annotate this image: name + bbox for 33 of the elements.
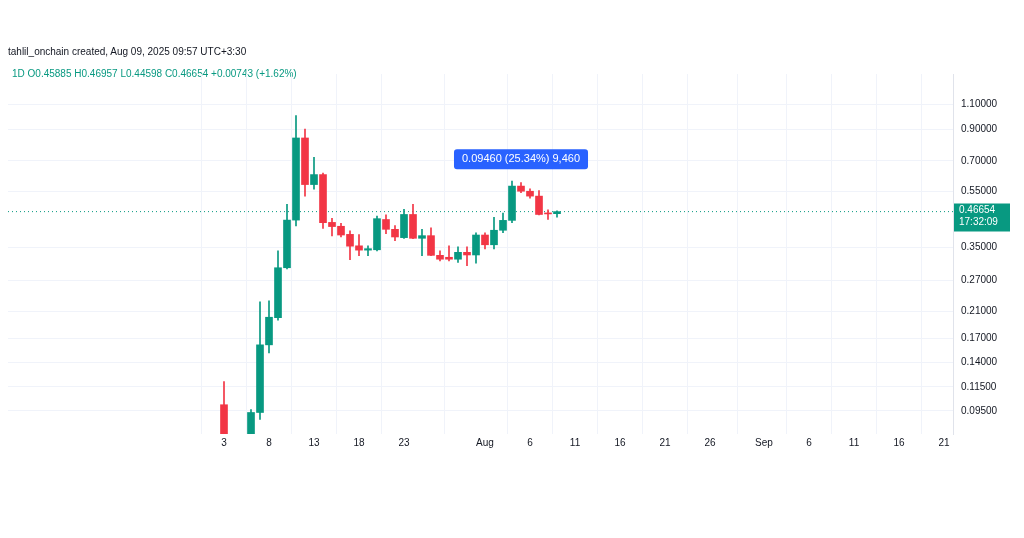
chart-subtitle: 1D O0.45885 H0.46957 L0.44598 C0.46654 +0.00743 (+1.62%) (12, 68, 297, 79)
ref-line-label: 0.46654 (959, 204, 996, 216)
x-tick-label: 6 (806, 436, 813, 448)
y-tick-label: 0.17000 (961, 331, 998, 343)
candlestick (418, 228, 426, 257)
text: 17:32:09 (959, 216, 999, 228)
y-tick-label: 0.11500 (961, 380, 997, 392)
x-tick-label: 8 (266, 436, 273, 448)
y-tick-label: 0.21000 (961, 305, 998, 317)
x-tick-label: 21 (659, 436, 671, 448)
y-tick-label: 0.09500 (961, 404, 998, 416)
x-tick-label: 3 (221, 436, 228, 448)
chart-title: tahlil_onchain created, Aug 09, 2025 09:57 UTC+3:30 (8, 46, 247, 57)
x-tick-label: 18 (353, 436, 365, 448)
y-tick-label: 1.10000 (961, 97, 998, 109)
x-tick-label: 13 (308, 436, 320, 448)
y-tick-label: 0.90000 (961, 123, 998, 135)
x-tick-label: 21 (938, 436, 950, 448)
x-tick-label: 16 (614, 436, 626, 448)
x-tick-label: 23 (398, 436, 410, 448)
x-tick-label: 16 (893, 436, 905, 448)
x-tick-label: 26 (704, 436, 716, 448)
y-tick-label: 0.27000 (961, 273, 998, 285)
x-tick-label: Sep (755, 436, 774, 448)
x-tick-label: 11 (848, 436, 860, 448)
x-tick-label: 11 (569, 436, 581, 448)
y-tick-label: 0.70000 (961, 154, 998, 166)
y-tick-label: 0.35000 (961, 241, 998, 253)
x-tick-label: Aug (476, 436, 494, 448)
x-tick-label: 6 (527, 436, 534, 448)
y-tick-label: 0.55000 (961, 184, 998, 196)
annotation: 0.09460 (25.34%) 9,460 (461, 152, 581, 165)
y-tick-label: 0.14000 (961, 356, 998, 368)
